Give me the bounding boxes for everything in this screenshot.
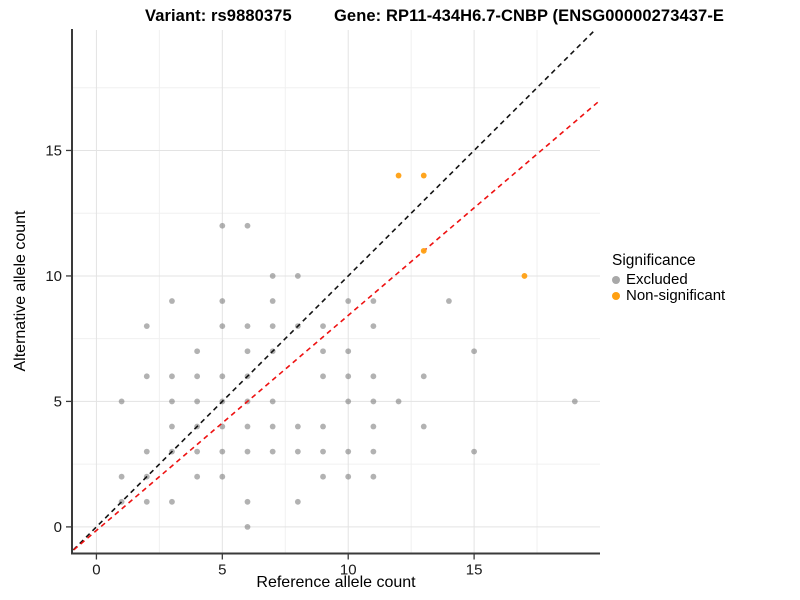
data-point-excluded — [269, 323, 276, 330]
data-point-excluded — [169, 298, 175, 304]
data-point-excluded — [294, 423, 301, 430]
legend-key-dot-icon — [612, 291, 620, 300]
data-point-excluded — [219, 373, 226, 380]
data-point-excluded — [169, 498, 175, 505]
data-point-excluded — [219, 448, 226, 455]
data-point-excluded — [320, 423, 326, 430]
data-point-excluded — [143, 498, 150, 505]
data-point-excluded — [370, 423, 377, 430]
data-point-excluded — [219, 323, 226, 330]
legend-item-label: Non-significant — [626, 287, 726, 304]
data-point-excluded — [345, 373, 352, 380]
legend-title: Significance — [612, 252, 696, 269]
x-axis-label: Reference allele count — [256, 574, 416, 591]
data-point-excluded — [169, 423, 175, 430]
data-point-non-significant — [420, 247, 427, 254]
data-point-excluded — [143, 373, 150, 380]
x-tick-label: 10 — [340, 562, 357, 579]
legend-items: Excluded Non-significant — [612, 272, 725, 303]
data-point-excluded — [320, 323, 326, 330]
data-point-excluded — [370, 298, 377, 304]
data-point-excluded — [370, 448, 377, 455]
legend-item-label: Excluded — [626, 271, 688, 288]
data-point-excluded — [194, 473, 201, 480]
y-tick-label: 10 — [45, 268, 62, 285]
points-non-significant — [395, 172, 528, 279]
data-point-excluded — [345, 473, 352, 480]
y-tick-label: 15 — [45, 143, 62, 160]
data-point-non-significant — [395, 172, 402, 179]
data-point-excluded — [169, 398, 175, 405]
data-point-excluded — [471, 348, 478, 355]
data-point-excluded — [219, 298, 226, 304]
x-tick-label: 0 — [92, 562, 100, 579]
data-point-excluded — [269, 398, 276, 405]
plot-title-gene: Gene: RP11-434H6.7-CNBP (ENSG00000273437… — [334, 7, 725, 25]
data-point-excluded — [194, 348, 201, 355]
data-point-excluded — [345, 348, 352, 355]
data-point-excluded — [345, 398, 352, 405]
data-point-excluded — [269, 423, 276, 430]
data-point-excluded — [320, 348, 326, 355]
data-point-excluded — [244, 222, 251, 229]
data-point-excluded — [118, 473, 125, 480]
data-point-excluded — [143, 448, 150, 455]
data-point-excluded — [345, 298, 352, 304]
data-point-excluded — [194, 373, 201, 380]
data-point-excluded — [345, 448, 352, 455]
data-point-excluded — [420, 373, 427, 380]
axes: 0 5 10 15 0 5 10 15 — [45, 29, 600, 579]
x-tick-label: 15 — [466, 562, 483, 579]
data-point-excluded — [370, 373, 377, 380]
y-tick-label: 5 — [54, 394, 62, 411]
legend-key-dot-icon — [612, 275, 620, 284]
data-point-excluded — [446, 298, 452, 304]
data-point-excluded — [269, 273, 276, 279]
data-point-excluded — [244, 448, 251, 455]
legend-item-excluded: Excluded — [612, 272, 725, 287]
data-point-excluded — [244, 323, 251, 330]
data-point-excluded — [294, 448, 301, 455]
data-point-excluded — [571, 398, 578, 405]
gridlines — [72, 30, 600, 554]
data-point-excluded — [169, 373, 175, 380]
reference-lines — [72, 30, 600, 553]
data-point-excluded — [244, 523, 251, 530]
data-point-excluded — [244, 348, 251, 355]
data-point-excluded — [471, 448, 478, 455]
identity-dashed-line — [72, 30, 597, 553]
x-tick-label: 5 — [218, 562, 226, 579]
data-point-excluded — [395, 398, 402, 405]
data-point-excluded — [294, 273, 301, 279]
data-point-excluded — [244, 498, 251, 505]
data-point-excluded — [143, 323, 150, 330]
legend: Significance Excluded Non-significant — [612, 252, 725, 304]
data-point-excluded — [194, 448, 201, 455]
data-point-excluded — [219, 222, 226, 229]
data-point-excluded — [320, 473, 326, 480]
fit-dashed-line — [72, 99, 600, 553]
data-point-excluded — [219, 473, 226, 480]
legend-item-non-significant: Non-significant — [612, 288, 725, 303]
points-excluded — [118, 222, 578, 530]
data-point-excluded — [244, 423, 251, 430]
data-point-excluded — [370, 473, 377, 480]
data-point-excluded — [294, 498, 301, 505]
data-point-excluded — [118, 398, 125, 405]
data-point-excluded — [194, 398, 201, 405]
y-tick-label: 0 — [54, 519, 62, 536]
data-point-non-significant — [521, 273, 528, 279]
data-point-non-significant — [420, 172, 427, 179]
data-point-excluded — [269, 448, 276, 455]
data-point-excluded — [370, 398, 377, 405]
data-point-excluded — [420, 423, 427, 430]
data-point-excluded — [320, 373, 326, 380]
plot-title-variant: Variant: rs9880375 — [145, 7, 292, 25]
data-point-excluded — [320, 448, 326, 455]
data-point-excluded — [370, 323, 377, 330]
data-point-excluded — [269, 298, 276, 304]
